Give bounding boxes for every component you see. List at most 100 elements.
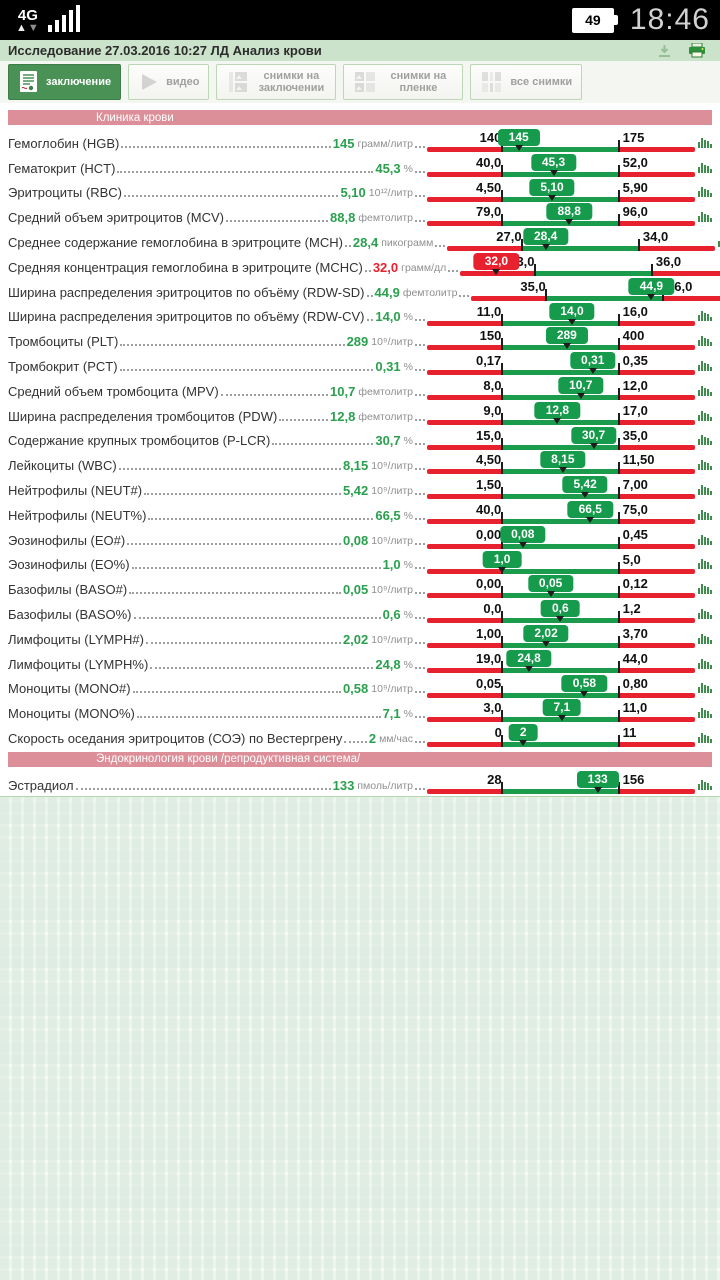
lab-result-row[interactable]: Базофилы (BASO#) 0,05 10⁹/литр 0,00 0,12… xyxy=(0,575,720,600)
dotted-leader xyxy=(415,220,425,223)
lab-result-row[interactable]: Тромбокрит (PCT) 0,31 % 0,17 0,35 0,31 xyxy=(0,352,720,377)
lab-result-row[interactable]: Эозинофилы (EO#) 0,08 10⁹/литр 0,00 0,45… xyxy=(0,525,720,551)
toolbar: заключение видео снимки на заключении сн… xyxy=(0,61,720,103)
range-max-label: 1,2 xyxy=(622,601,641,617)
result-unit: 10¹²/литр xyxy=(368,187,413,200)
tab-images-on-film[interactable]: снимки на пленке xyxy=(343,64,464,100)
lab-result-row[interactable]: Эстрадиол 133 пмоль/литр 28 156 133 xyxy=(0,770,720,796)
lab-result-row[interactable]: Средняя концентрация гемоглобина в эритр… xyxy=(0,252,720,278)
tab-conclusion[interactable]: заключение xyxy=(8,64,122,100)
lab-result-row[interactable]: Лимфоциты (LYMPH%) 24,8 % 19,0 44,0 24,8 xyxy=(0,649,720,675)
histogram-icon[interactable] xyxy=(698,162,716,173)
result-value: 133 xyxy=(332,777,355,793)
histogram-icon[interactable] xyxy=(698,608,716,619)
histogram-icon[interactable] xyxy=(698,683,716,694)
tab-all-images[interactable]: все снимки xyxy=(470,64,583,100)
range-max-tick xyxy=(662,288,665,301)
histogram-icon[interactable] xyxy=(698,435,716,446)
dotted-leader xyxy=(127,542,341,545)
lab-result-row[interactable]: Среднее содержание гемоглобина в эритроц… xyxy=(0,228,720,253)
tab-images-on-report[interactable]: снимки на заключении xyxy=(216,64,337,100)
histogram-icon[interactable] xyxy=(698,559,716,570)
lab-result-row[interactable]: Ширина распределения эритроцитов по объё… xyxy=(0,302,720,328)
lab-result-row[interactable]: Ширина распределения эритроцитов по объё… xyxy=(0,277,720,303)
dotted-leader xyxy=(415,319,425,322)
parameter-name: Гематокрит (HCT) xyxy=(8,160,116,176)
dotted-leader xyxy=(415,393,425,396)
range-min-label: 40,0 xyxy=(475,501,502,517)
download-icon[interactable] xyxy=(657,44,672,58)
dotted-leader xyxy=(415,716,425,719)
histogram-icon[interactable] xyxy=(698,534,716,545)
result-unit: % xyxy=(403,559,413,572)
range-min-tick xyxy=(501,387,504,400)
lab-result-row[interactable]: Тромбоциты (PLT) 289 10⁹/литр 150 400 28… xyxy=(0,327,720,352)
value-badge: 1,0 xyxy=(482,550,522,568)
lab-result-row[interactable]: Средний объем тромбоцита (MPV) 10,7 фемт… xyxy=(0,376,720,402)
range-min-label: 8,0 xyxy=(483,377,502,393)
lab-result-row[interactable]: Скорость оседания эритроцитов (СОЭ) по В… xyxy=(0,724,720,749)
normal-range-track xyxy=(502,692,619,698)
lab-result-row[interactable]: Гематокрит (HCT) 45,3 % 40,0 52,0 45,3 xyxy=(0,153,720,179)
dotted-leader xyxy=(225,220,329,223)
dotted-leader xyxy=(415,542,425,545)
histogram-icon[interactable] xyxy=(698,212,716,223)
dotted-leader xyxy=(415,787,425,790)
value-pointer-icon xyxy=(498,566,507,573)
histogram-icon[interactable] xyxy=(698,410,716,421)
histogram-icon[interactable] xyxy=(698,708,716,719)
range-max-label: 11,0 xyxy=(622,700,648,716)
lab-result-row[interactable]: Лимфоциты (LYMPH#) 2,02 10⁹/литр 1,00 3,… xyxy=(0,624,720,650)
result-value: 2 xyxy=(368,730,377,746)
parameter-name: Средняя концентрация гемоглобина в эритр… xyxy=(8,259,363,275)
histogram-icon[interactable] xyxy=(698,658,716,669)
range-max-label: 0,45 xyxy=(622,526,648,542)
histogram-icon[interactable] xyxy=(698,137,716,148)
normal-range-track xyxy=(502,345,619,351)
lab-result-row[interactable]: Ширина распределения тромбоцитов (PDW) 1… xyxy=(0,401,720,427)
lab-result-row[interactable]: Эозинофилы (EO%) 1,0 % 1,0 5,0 1,0 xyxy=(0,550,720,576)
result-unit: 10⁹/литр xyxy=(371,484,413,497)
range-max-label: 34,0 xyxy=(642,229,669,245)
reference-range-bar: 150 400 289 xyxy=(427,327,695,352)
lab-result-row[interactable]: Моноциты (MONO#) 0,58 10⁹/литр 0,05 0,80… xyxy=(0,674,720,700)
histogram-icon[interactable] xyxy=(698,336,716,347)
range-max-label: 35,0 xyxy=(622,427,648,443)
lab-result-row[interactable]: Содержание крупных тромбоцитов (P-LCR) 3… xyxy=(0,426,720,452)
parameter-name: Базофилы (BASO%) xyxy=(8,606,132,622)
lab-result-row[interactable]: Средний объем эритроцитов (MCV) 88,8 фем… xyxy=(0,203,720,228)
lab-result-row[interactable]: Гемоглобин (HGB) 145 грамм/литр 140 175 … xyxy=(0,129,720,154)
value-badge: 28,4 xyxy=(522,228,569,246)
histogram-icon[interactable] xyxy=(698,187,716,198)
histogram-icon[interactable] xyxy=(718,237,720,247)
histogram-icon[interactable] xyxy=(698,484,716,495)
lab-result-row[interactable]: Базофилы (BASO%) 0,6 % 0,0 1,2 0,6 xyxy=(0,600,720,625)
dotted-leader xyxy=(459,294,470,297)
lab-result-row[interactable]: Нейтрофилы (NEUT%) 66,5 % 40,0 75,0 66,5 xyxy=(0,500,720,526)
parameter-name: Ширина распределения тромбоцитов (PDW) xyxy=(8,408,278,424)
dotted-leader xyxy=(415,170,425,173)
histogram-icon[interactable] xyxy=(698,584,716,595)
lab-result-row[interactable]: Моноциты (MONO%) 7,1 % 3,0 11,0 7,1 xyxy=(0,699,720,724)
histogram-icon[interactable] xyxy=(698,460,716,471)
tab-video[interactable]: видео xyxy=(128,64,210,100)
range-max-tick xyxy=(617,164,620,177)
histogram-icon[interactable] xyxy=(698,360,716,371)
value-pointer-icon xyxy=(492,268,501,275)
value-pointer-icon xyxy=(553,417,562,424)
histogram-icon[interactable] xyxy=(698,779,716,790)
value-badge: 145 xyxy=(497,129,540,146)
range-min-label: 35,0 xyxy=(520,278,546,294)
histogram-icon[interactable] xyxy=(698,509,716,520)
histogram-icon[interactable] xyxy=(698,385,716,396)
printer-icon[interactable] xyxy=(688,43,706,58)
lab-result-row[interactable]: Лейкоциты (WBC) 8,15 10⁹/литр 4,50 11,50… xyxy=(0,451,720,476)
lab-result-row[interactable]: Нейтрофилы (NEUT#) 5,42 10⁹/литр 1,50 7,… xyxy=(0,476,720,501)
histogram-icon[interactable] xyxy=(698,633,716,644)
histogram-icon[interactable] xyxy=(698,311,716,322)
result-unit: 10⁹/литр xyxy=(371,336,413,349)
lab-result-row[interactable]: Эритроциты (RBC) 5,10 10¹²/литр 4,50 5,9… xyxy=(0,178,720,204)
range-max-tick xyxy=(617,635,620,648)
histogram-icon[interactable] xyxy=(698,732,716,743)
range-min-label: 15,0 xyxy=(475,427,502,443)
